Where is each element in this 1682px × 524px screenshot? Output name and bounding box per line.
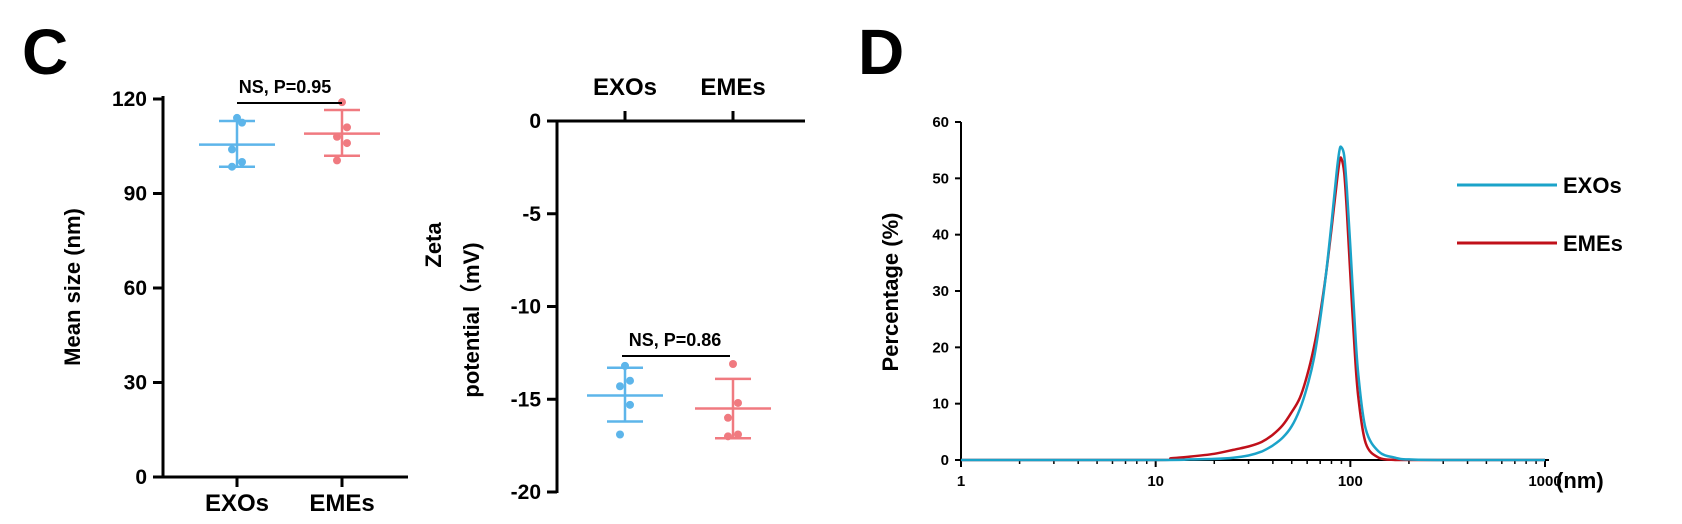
mean-size-y-tick-label: 60: [124, 277, 147, 300]
mean-size-y-tick-label: 0: [135, 466, 147, 489]
mean-size-data-point-emes: [343, 123, 351, 132]
zeta-y-tick-label: -15: [511, 388, 542, 411]
distribution-y-tick-label: 40: [932, 227, 949, 244]
distribution-y-tick-label: 20: [932, 339, 949, 356]
distribution-y-tick-label: 30: [932, 283, 949, 300]
distribution-x-tick-label: 10: [1147, 473, 1164, 490]
zeta-y-tick-label: -10: [511, 296, 541, 319]
mean-size-data-point-exos: [233, 113, 241, 122]
zeta-data-point-emes: [724, 432, 732, 441]
mean-size-data-point-exos: [228, 145, 236, 154]
mean-size-data-point-exos: [238, 158, 246, 166]
distribution-legend: EXOs EMEs: [1457, 173, 1623, 256]
distribution-y-tick-label: 50: [932, 170, 949, 187]
zeta-category-label-emes: EMEs: [700, 74, 765, 101]
distribution-x-unit-label: (nm): [1556, 468, 1604, 493]
distribution-x-tick-label: 1: [957, 473, 965, 490]
zeta-significance-label: NS, P=0.86: [629, 330, 722, 350]
mean-size-significance-label: NS, P=0.95: [239, 77, 332, 97]
distribution-y-label: Percentage (%): [878, 213, 903, 372]
zeta-data-point-exos: [626, 376, 634, 385]
mean-size-y-tick-label: 90: [124, 183, 147, 206]
mean-size-data-point-exos: [228, 162, 236, 171]
mean-size-y-tick-label: 30: [124, 372, 147, 395]
mean-size-category-label-emes: EMEs: [309, 490, 374, 517]
zeta-y-label-line2: potential（mV): [459, 242, 484, 397]
mean-size-data-point-emes: [333, 132, 341, 141]
distribution-y-tick-label: 10: [932, 396, 949, 413]
zeta-data-point-exos: [616, 430, 624, 439]
zeta-y-tick-label: -20: [511, 481, 541, 504]
panel-label-d: D: [858, 16, 904, 88]
mean-size-data-point-emes: [333, 156, 341, 165]
distribution-y-tick-label: 60: [932, 114, 949, 131]
mean-size-data-point-exos: [238, 118, 246, 127]
zeta-data-point-emes: [729, 360, 737, 369]
zeta-data-point-emes: [724, 413, 732, 422]
zeta-data-point-emes: [734, 430, 742, 439]
distribution-x-tick-label: 100: [1338, 473, 1363, 490]
legend-label-emes: EMEs: [1563, 231, 1623, 256]
zeta-y-label-line1: Zeta: [421, 222, 446, 268]
zeta-y-tick-label: 0: [529, 110, 541, 133]
mean-size-data-point-emes: [343, 139, 351, 148]
zeta-data-point-exos: [626, 400, 634, 409]
zeta-data-point-exos: [616, 382, 624, 391]
zeta-data-point-emes: [734, 398, 742, 407]
mean-size-category-label-exos: EXOs: [205, 490, 269, 517]
mean-size-y-label: Mean size (nm): [60, 208, 85, 366]
distribution-series-line-emes: [960, 156, 1545, 462]
panel-label-c: C: [22, 16, 68, 88]
mean-size-chart: 0 30 60 90 120 EXOs EMEs Mean size (nm) NS, P…: [60, 77, 408, 517]
zeta-data-point-exos: [621, 361, 629, 370]
distribution-x-tick-label: 1000: [1528, 473, 1561, 490]
distribution-series-line-exos: [960, 145, 1545, 462]
zeta-y-tick-label: -5: [522, 203, 541, 226]
zeta-potential-chart: 0 -5 -10 -15 -20 EXOs EMEs Zeta potential（mV)…: [421, 74, 805, 504]
mean-size-y-tick-label: 120: [112, 88, 147, 111]
distribution-y-tick-label: 0: [941, 452, 949, 469]
zeta-category-label-exos: EXOs: [593, 74, 657, 101]
legend-label-exos: EXOs: [1563, 173, 1622, 198]
